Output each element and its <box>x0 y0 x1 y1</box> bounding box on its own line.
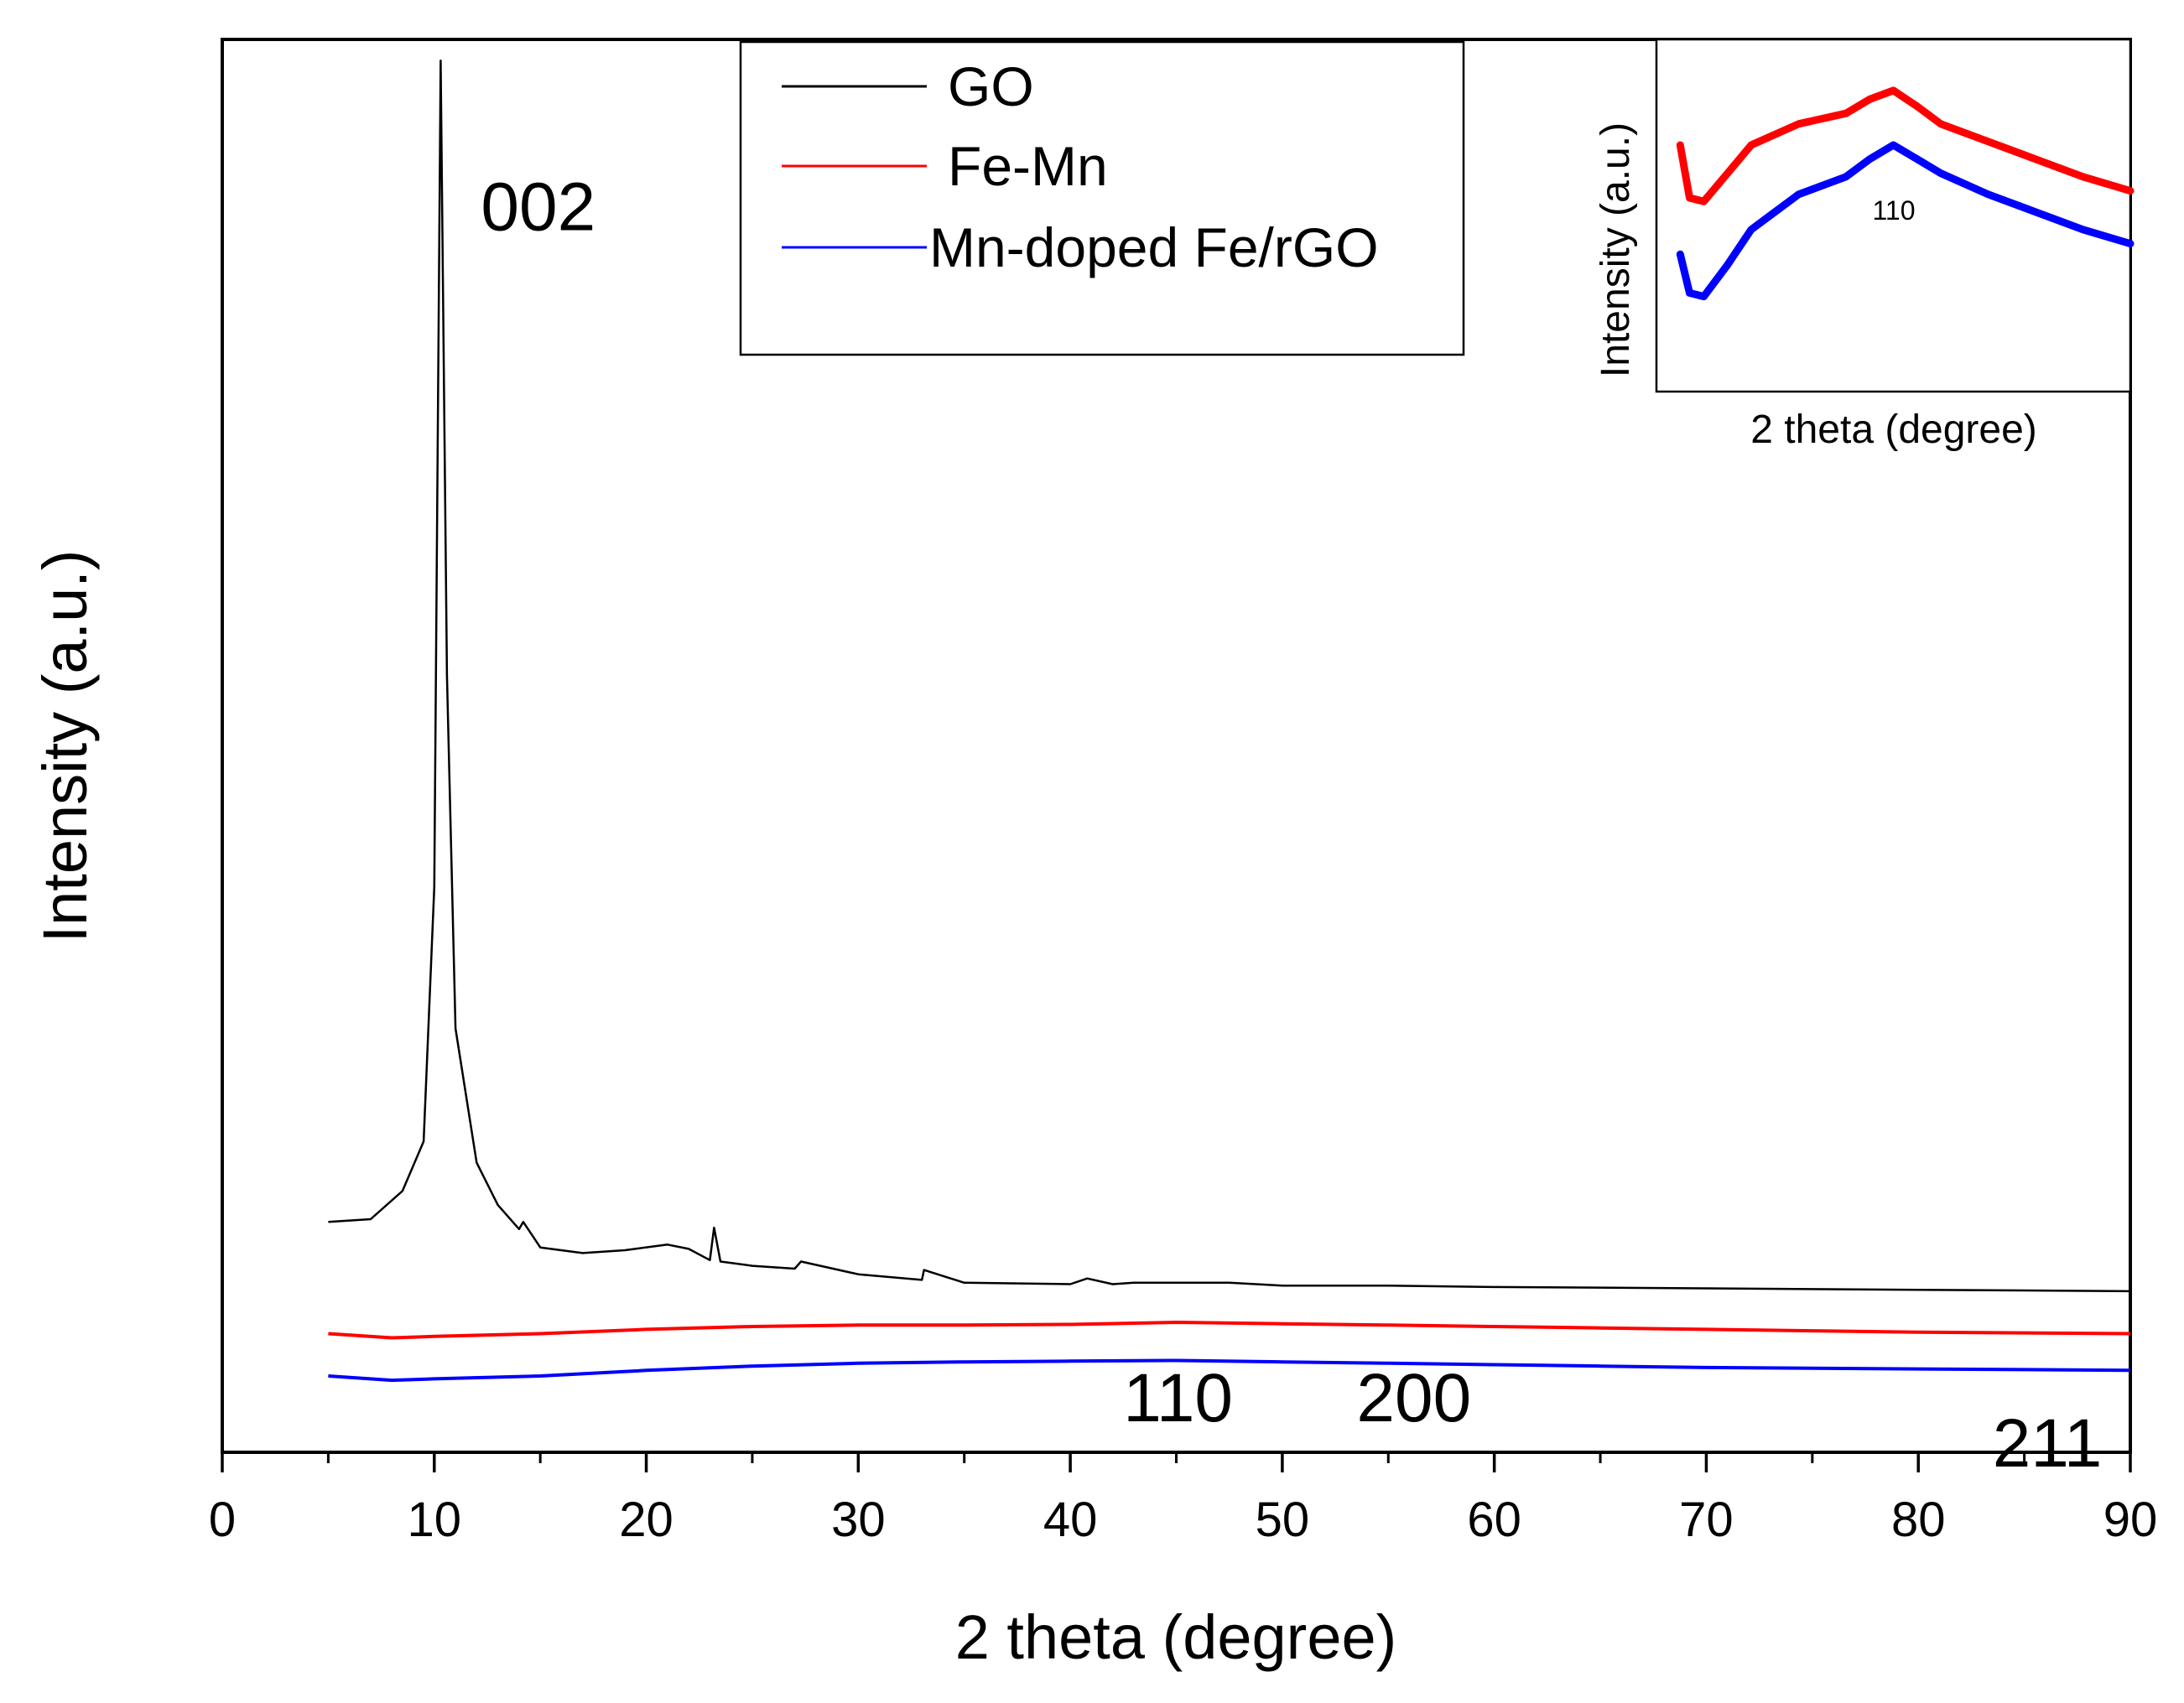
x-axis-tick-labels: 0 10 20 30 40 50 60 70 80 90 <box>209 1493 2157 1547</box>
x-tick-label: 90 <box>2103 1493 2158 1547</box>
inset-y-axis-title: Intensity (a.u.) <box>1594 122 1638 377</box>
inset-series-line-mn-doped-fe-rgo <box>1676 141 2135 301</box>
x-tick-label: 40 <box>1043 1493 1098 1547</box>
x-tick-label: 70 <box>1679 1493 1734 1547</box>
series-line-go <box>328 60 2131 1293</box>
x-tick-label: 20 <box>619 1493 673 1547</box>
peak-label-211: 211 <box>1993 1405 2103 1482</box>
peak-label-110: 110 <box>1123 1360 1233 1436</box>
y-axis-title: Intensity (a.u.) <box>30 550 100 943</box>
series-layer <box>328 60 2131 1383</box>
legend-frame <box>739 40 1465 356</box>
legend-label-mn-doped-fe-rgo: Mn-doped Fe/rGO <box>929 216 1379 278</box>
series-line-mn-doped-fe-rgo <box>328 1358 2131 1383</box>
peak-label-200: 200 <box>1356 1360 1471 1436</box>
x-tick-label: 80 <box>1891 1493 1946 1547</box>
legend-label-go: GO <box>948 55 1034 117</box>
legend-label-fe-mn: Fe-Mn <box>948 135 1108 197</box>
peak-label-002: 002 <box>481 169 595 245</box>
inset-plot: 110 2 theta (degree) Intensity (a.u.) <box>1594 38 2135 452</box>
legend: GO Fe-Mn Mn-doped Fe/rGO <box>739 40 1465 356</box>
series-line-fe-mn <box>328 1321 2131 1340</box>
x-tick-label: 0 <box>209 1493 236 1547</box>
x-tick-label: 10 <box>408 1493 462 1547</box>
peak-annotations: 002 110 200 211 <box>481 169 2102 1481</box>
x-tick-label: 50 <box>1256 1493 1310 1547</box>
x-tick-label: 60 <box>1467 1493 1521 1547</box>
x-tick-label: 30 <box>831 1493 886 1547</box>
inset-peak-label: 110 <box>1872 195 1915 226</box>
inset-series-layer <box>1676 86 2135 301</box>
inset-series-line-fe-mn <box>1676 86 2135 205</box>
x-axis-title: 2 theta (degree) <box>955 1602 1397 1672</box>
x-axis-ticks <box>221 1452 2132 1472</box>
inset-x-axis-title: 2 theta (degree) <box>1750 408 2037 452</box>
